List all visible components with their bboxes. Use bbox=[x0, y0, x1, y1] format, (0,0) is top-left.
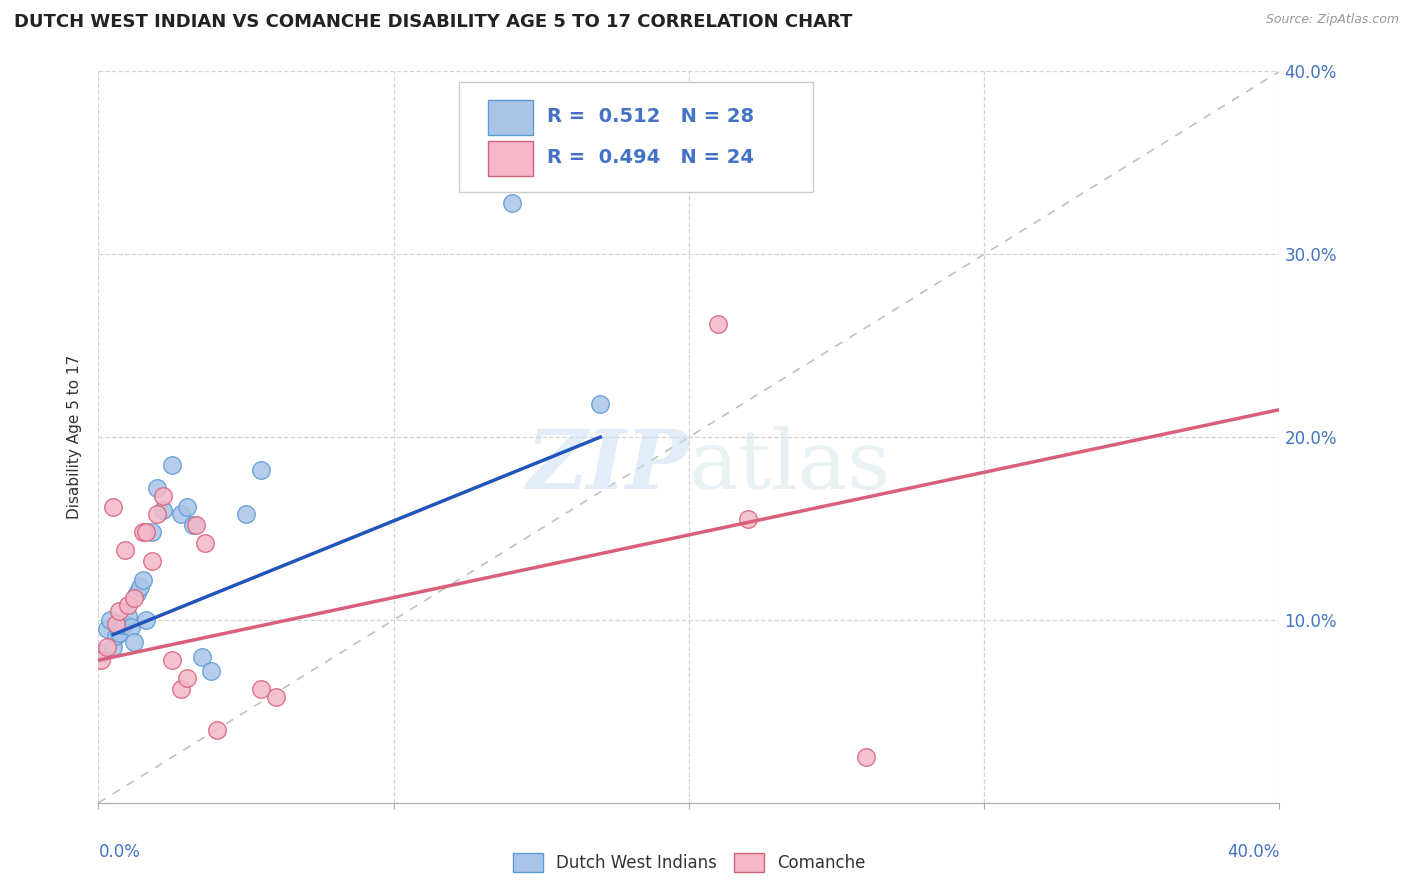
Point bbox=[117, 609, 139, 624]
Point bbox=[103, 500, 125, 514]
Point bbox=[105, 629, 128, 643]
Point bbox=[176, 672, 198, 686]
Point bbox=[176, 500, 198, 514]
Point bbox=[250, 463, 273, 477]
Legend: Dutch West Indians, Comanche: Dutch West Indians, Comanche bbox=[506, 846, 872, 879]
Point bbox=[170, 682, 193, 697]
Point bbox=[114, 543, 136, 558]
Point bbox=[855, 750, 877, 764]
Point bbox=[96, 640, 118, 655]
Point bbox=[170, 507, 193, 521]
Point bbox=[205, 723, 228, 737]
Point bbox=[122, 635, 145, 649]
Point bbox=[501, 196, 523, 211]
Point bbox=[589, 397, 612, 411]
Point bbox=[135, 613, 157, 627]
Point bbox=[98, 613, 121, 627]
Point bbox=[162, 458, 183, 472]
Point bbox=[264, 690, 287, 704]
Point bbox=[132, 573, 155, 587]
Point bbox=[191, 649, 214, 664]
Text: ZIP: ZIP bbox=[526, 426, 689, 507]
Point bbox=[108, 625, 131, 640]
Point bbox=[132, 525, 155, 540]
Point bbox=[235, 507, 257, 521]
Y-axis label: Disability Age 5 to 17: Disability Age 5 to 17 bbox=[67, 355, 83, 519]
Point bbox=[125, 585, 148, 599]
Point bbox=[141, 525, 163, 540]
Point bbox=[194, 536, 217, 550]
Point bbox=[120, 620, 142, 634]
Point bbox=[200, 664, 222, 678]
Text: 0.0%: 0.0% bbox=[98, 843, 141, 861]
Point bbox=[105, 616, 128, 631]
Point bbox=[96, 622, 118, 636]
Point bbox=[135, 525, 157, 540]
Point bbox=[181, 517, 204, 532]
Point bbox=[707, 317, 730, 331]
Point bbox=[146, 481, 169, 495]
FancyBboxPatch shape bbox=[488, 100, 533, 135]
Text: R =  0.512   N = 28: R = 0.512 N = 28 bbox=[547, 107, 755, 126]
Point bbox=[737, 512, 759, 526]
Point bbox=[184, 517, 207, 532]
Point bbox=[141, 554, 163, 568]
Point bbox=[128, 580, 150, 594]
Text: 40.0%: 40.0% bbox=[1227, 843, 1279, 861]
Point bbox=[152, 489, 174, 503]
Text: DUTCH WEST INDIAN VS COMANCHE DISABILITY AGE 5 TO 17 CORRELATION CHART: DUTCH WEST INDIAN VS COMANCHE DISABILITY… bbox=[14, 13, 852, 31]
Point bbox=[90, 646, 112, 660]
Point bbox=[90, 653, 112, 667]
Point bbox=[108, 604, 131, 618]
Point bbox=[152, 503, 174, 517]
Point bbox=[250, 682, 273, 697]
Point bbox=[114, 616, 136, 631]
Text: R =  0.494   N = 24: R = 0.494 N = 24 bbox=[547, 148, 754, 167]
Text: Source: ZipAtlas.com: Source: ZipAtlas.com bbox=[1265, 13, 1399, 27]
Point bbox=[146, 507, 169, 521]
Text: atlas: atlas bbox=[689, 426, 891, 507]
FancyBboxPatch shape bbox=[458, 82, 813, 192]
Point bbox=[162, 653, 183, 667]
Point bbox=[103, 640, 125, 655]
Point bbox=[117, 599, 139, 613]
Point bbox=[111, 618, 134, 632]
FancyBboxPatch shape bbox=[488, 141, 533, 176]
Point bbox=[122, 591, 145, 605]
